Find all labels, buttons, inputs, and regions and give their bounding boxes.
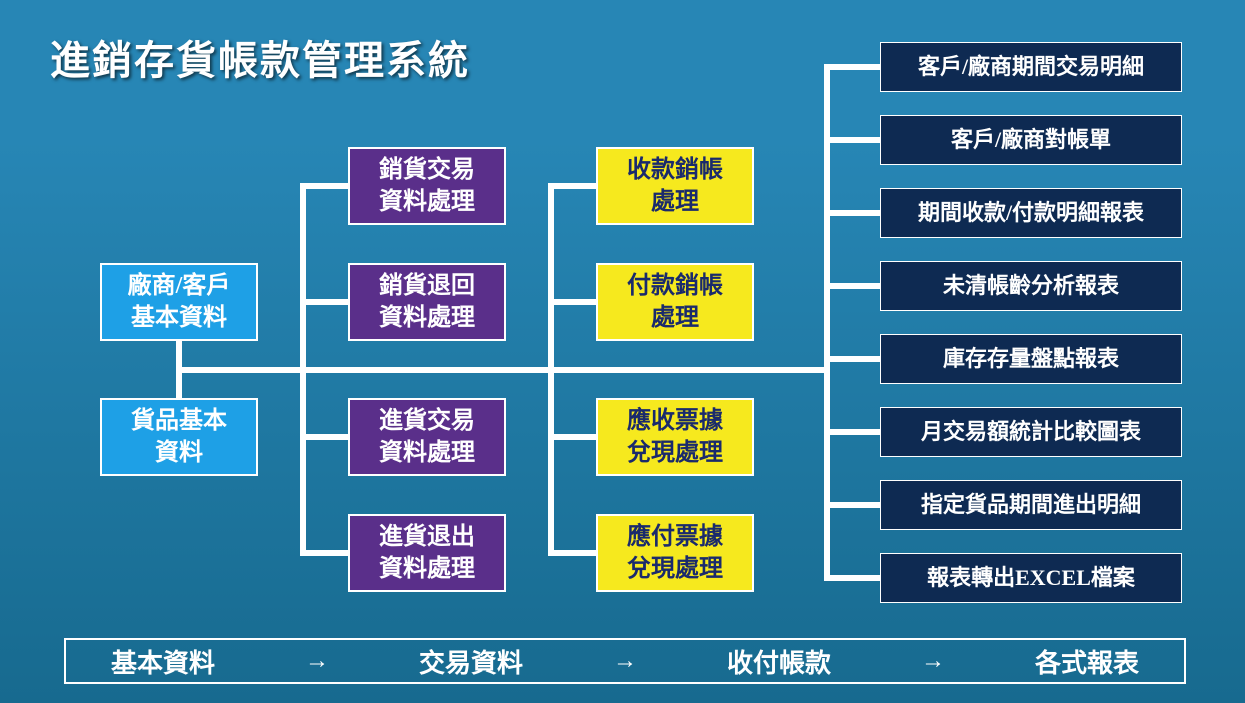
- report-statement: 客戶/廠商對帳單: [880, 115, 1182, 165]
- connector: [548, 550, 596, 556]
- connector: [824, 356, 880, 362]
- page-title: 進銷存貨帳款管理系統: [50, 28, 470, 86]
- connector: [548, 183, 596, 189]
- node-label-line1: 銷貨交易: [379, 154, 475, 186]
- node-receivable-note: 應收票據 兌現處理: [596, 398, 754, 476]
- node-sales-txn: 銷貨交易 資料處理: [348, 147, 506, 225]
- connector: [300, 183, 348, 189]
- footer-step: 交易資料: [419, 643, 523, 680]
- connector: [300, 550, 348, 556]
- connector: [300, 299, 348, 305]
- node-label-line2: 處理: [651, 302, 699, 334]
- node-label-line1: 付款銷帳: [627, 270, 723, 302]
- footer-step: 各式報表: [1035, 643, 1139, 680]
- report-aging: 未清帳齡分析報表: [880, 261, 1182, 311]
- connector: [548, 367, 830, 373]
- node-label-line2: 資料處理: [379, 437, 475, 469]
- connector: [824, 575, 880, 581]
- node-label-line1: 銷貨退回: [379, 270, 475, 302]
- node-sales-return: 銷貨退回 資料處理: [348, 263, 506, 341]
- node-payment: 付款銷帳 處理: [596, 263, 754, 341]
- node-label-line2: 兌現處理: [627, 437, 723, 469]
- connector: [824, 429, 880, 435]
- node-label-line2: 資料處理: [379, 302, 475, 334]
- report-monthly-chart: 月交易額統計比較圖表: [880, 407, 1182, 457]
- report-item-detail: 指定貨品期間進出明細: [880, 480, 1182, 530]
- node-purchase-out: 進貨退出 資料處理: [348, 514, 506, 592]
- report-label: 客戶/廠商期間交易明細: [918, 52, 1144, 82]
- report-label: 指定貨品期間進出明細: [921, 490, 1141, 520]
- connector: [824, 283, 880, 289]
- connector: [548, 299, 596, 305]
- node-label-line1: 進貨退出: [379, 521, 475, 553]
- node-label-line2: 兌現處理: [627, 553, 723, 585]
- node-label-line1: 收款銷帳: [627, 154, 723, 186]
- node-purchase-txn: 進貨交易 資料處理: [348, 398, 506, 476]
- report-label: 客戶/廠商對帳單: [951, 125, 1111, 155]
- node-label-line1: 廠商/客戶: [128, 270, 231, 302]
- node-payable-note: 應付票據 兌現處理: [596, 514, 754, 592]
- report-inventory: 庫存存量盤點報表: [880, 334, 1182, 384]
- report-payment-detail: 期間收款/付款明細報表: [880, 188, 1182, 238]
- report-txn-detail: 客戶/廠商期間交易明細: [880, 42, 1182, 92]
- connector: [824, 210, 880, 216]
- connector: [824, 137, 880, 143]
- connector: [300, 434, 348, 440]
- node-label-line2: 資料處理: [379, 553, 475, 585]
- node-label-line2: 處理: [651, 186, 699, 218]
- node-label-line1: 貨品基本: [131, 405, 227, 437]
- connector: [176, 367, 306, 373]
- connector: [824, 502, 880, 508]
- node-label-line2: 資料: [155, 437, 203, 469]
- connector: [548, 434, 596, 440]
- connector: [300, 367, 554, 373]
- report-label: 月交易額統計比較圖表: [921, 417, 1141, 447]
- report-label: 期間收款/付款明細報表: [918, 198, 1144, 228]
- node-label-line1: 進貨交易: [379, 405, 475, 437]
- node-product: 貨品基本 資料: [100, 398, 258, 476]
- node-label-line2: 資料處理: [379, 186, 475, 218]
- arrow-icon: →: [305, 648, 329, 675]
- node-label-line1: 應收票據: [627, 405, 723, 437]
- footer-step: 基本資料: [111, 643, 215, 680]
- report-label: 報表轉出EXCEL檔案: [927, 563, 1135, 593]
- node-label-line1: 應付票據: [627, 521, 723, 553]
- node-label-line2: 基本資料: [131, 302, 227, 334]
- node-vendor-customer: 廠商/客戶 基本資料: [100, 263, 258, 341]
- report-label: 庫存存量盤點報表: [943, 344, 1119, 374]
- node-receipt: 收款銷帳 處理: [596, 147, 754, 225]
- arrow-icon: →: [613, 648, 637, 675]
- report-label: 未清帳齡分析報表: [943, 271, 1119, 301]
- arrow-icon: →: [921, 648, 945, 675]
- footer-step: 收付帳款: [727, 643, 831, 680]
- connector: [824, 64, 880, 70]
- footer-flow: 基本資料 → 交易資料 → 收付帳款 → 各式報表: [64, 638, 1186, 684]
- report-excel-export: 報表轉出EXCEL檔案: [880, 553, 1182, 603]
